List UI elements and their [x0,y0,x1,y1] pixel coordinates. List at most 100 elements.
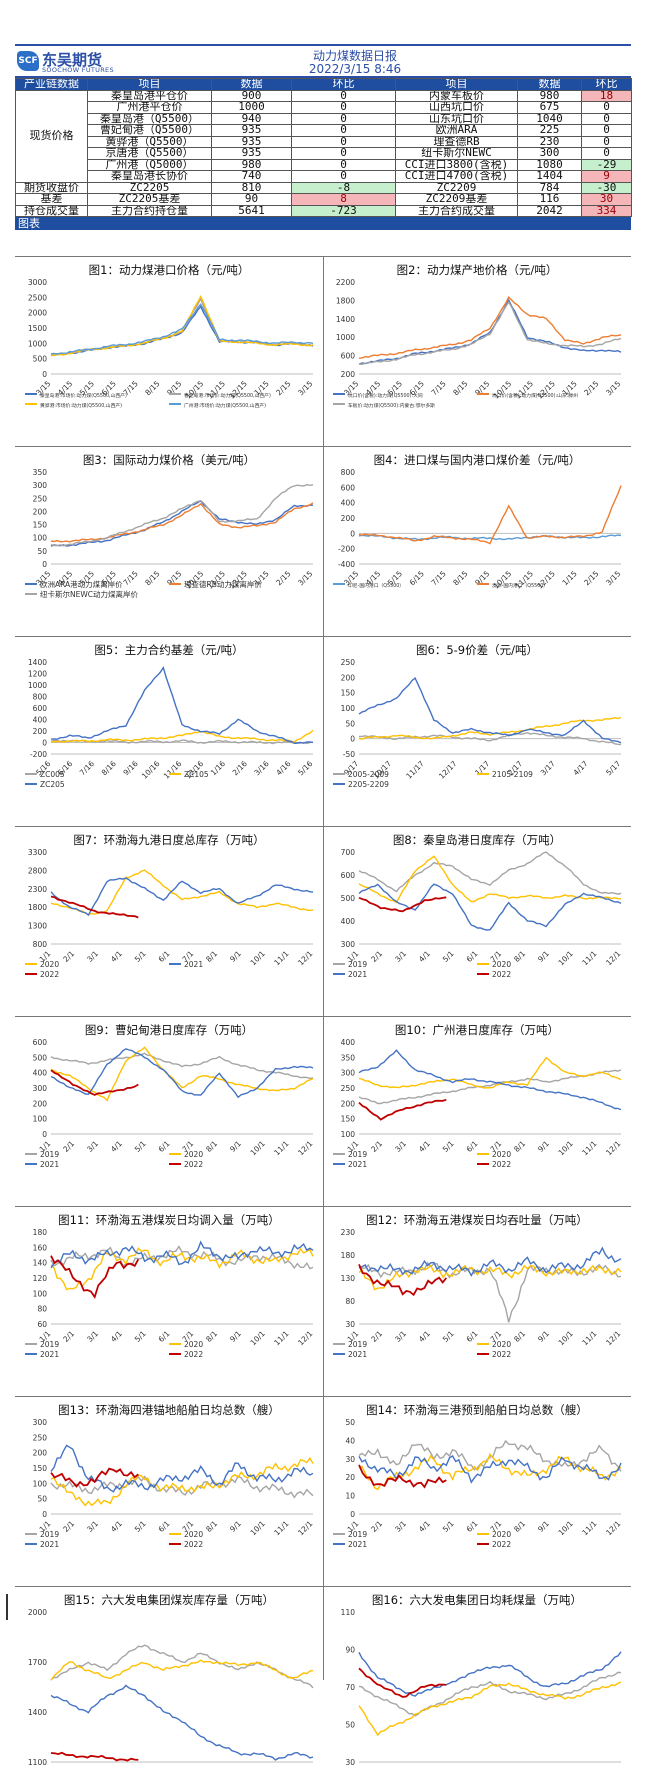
legend-label: 坑口价(含税):动力煤(Q5500):山东:滕州 [492,392,578,399]
x-tick-label: 3/1 [393,949,408,964]
x-tick-label: 11/1 [580,1139,598,1157]
y-tick-label: 30 [345,1455,355,1464]
x-tick-label: 10/1 [557,1519,575,1537]
charts-area: 图1：动力煤港口价格（元/吨） 0 500 1000 1500 2000 2500 3000 3… [15,256,631,1766]
x-tick-label: 10/1 [557,1139,575,1157]
x-tick-label: 11/16 [162,759,184,781]
y-tick-label: 1800 [336,296,355,305]
y-tick-label: 800 [33,940,48,949]
item-cell: ZC2205基差 [87,193,212,206]
y-tick-label: 110 [341,1608,356,1617]
chart-title: 图3：国际动力煤价格（美元/吨） [82,453,256,467]
x-tick-label: 3/1 [85,1519,100,1534]
series-line [50,1684,314,1761]
chart-c15: 图15：六大发电集团煤炭库存量（万吨） 1100 1400 1700 2000 [15,1590,323,1766]
change-cell: 0 [291,135,396,148]
y-tick-label: 80 [37,1305,47,1314]
x-tick-label: 9/1 [228,1329,243,1344]
y-tick-label: -200 [30,750,47,759]
y-tick-label: 1800 [28,903,47,912]
series-line [50,303,314,356]
series-line [50,1245,314,1270]
value-cell: 900 [211,89,292,102]
change-cell: -29 [581,158,632,171]
y-tick-label: 50 [345,1418,355,1427]
x-tick-label: 7/15 [429,569,447,587]
y-tick-label: 100 [33,1115,48,1124]
value-cell: 675 [517,101,582,114]
legend-label: 广州港:市场价:动力煤(Q5500,山西产) [184,402,266,409]
y-tick-label: 50 [37,547,47,556]
value-cell: 980 [211,158,292,171]
x-tick-label: 12/1 [604,1329,622,1347]
chart-c13: 图13：环渤海四港锚地船舶日均总数（艘） 0 50 100 150 200 250 300 1/… [15,1400,323,1576]
x-tick-label: 5/1 [133,1139,148,1154]
table-row: 广州港（Q5000） 980 0 CCI进口3800(含税) 1080 -29 [16,158,632,171]
value-cell: 1000 [211,101,292,114]
x-tick-label: 9/1 [536,949,551,964]
x-tick-label: 5/1 [441,1139,456,1154]
table-row: 持仓成交量 主力合约持仓量 5641 -723 主力合约成交量 2042 334 [15,204,632,217]
item-cell: 广州港（Q5000） [87,158,212,171]
y-tick-label: 50 [37,1495,47,1504]
chart-title: 图13：环渤海四港锚地船舶日均总数（艘） [58,1403,280,1417]
change-cell: 334 [581,204,632,217]
value-cell: 810 [211,181,292,194]
series-line [358,716,622,740]
series-line [358,1464,447,1489]
series-line [358,1098,447,1121]
y-tick-label: 300 [33,1418,48,1427]
table-row: 广州港平仓价 1000 0 山西坑口价 675 0 [16,101,632,114]
legend-label: 2021 [348,1540,367,1549]
x-tick-label: 3/1 [393,1139,408,1154]
legend-label: 2020 [492,1530,511,1539]
series-line [358,298,622,365]
legend-label: 坑口价(含税):动力煤(Q5500):大同 [348,392,423,399]
y-tick-label: 2500 [28,293,47,302]
legend-label: 2022 [492,1160,511,1169]
value-cell: 5641 [211,204,292,217]
x-tick-label: 8/1 [512,949,527,964]
x-tick-label: 12/1 [296,1139,314,1157]
x-tick-label: 3/1 [393,1329,408,1344]
x-tick-label: 8/16 [100,759,118,777]
legend-label: 2019 [348,1150,367,1159]
col-header-change-right: 环比 [581,78,632,91]
y-tick-label: 350 [341,1053,356,1062]
y-tick-label: 600 [33,704,48,713]
x-tick-label: 11/1 [272,1329,290,1347]
series-line [358,676,622,744]
y-tick-label: 700 [341,848,356,857]
x-tick-label: 2/1 [369,1329,384,1344]
x-tick-label: 4/1 [109,1329,124,1344]
y-tick-label: 500 [33,1053,48,1062]
chart-svg: 30 50 70 90 110 [341,1608,622,1766]
series-line [358,851,622,895]
change-cell: 0 [291,147,396,160]
chart-c5: 图5：主力合约基差（元/吨） -200 0 200 400 600 800 1000 1200 1… [15,640,323,816]
series-line [50,1467,139,1488]
x-tick-label: 4/17 [571,759,589,777]
chart-title: 图10：广州港日度库存（万吨） [394,1023,560,1037]
y-tick-label: -200 [338,545,355,554]
legend-label: 2205-2209 [348,780,389,789]
legend-label: 车板价:动力煤(Q5500):内蒙古:鄂尔多斯 [348,402,435,409]
value-cell: 935 [211,147,292,160]
x-tick-label: 8/1 [512,1519,527,1534]
x-tick-label: 8/1 [512,1329,527,1344]
x-tick-label: 10/16 [140,759,162,781]
x-tick-label: 6/1 [465,1519,480,1534]
y-tick-label: 30 [345,1320,355,1329]
x-tick-label: 10/1 [557,949,575,967]
series-line [50,483,314,547]
series-line [50,729,314,743]
x-tick-label: 4/1 [109,949,124,964]
legend-label: 2019 [40,1150,59,1159]
x-tick-label: 9/16 [121,759,139,777]
y-tick-label: 180 [33,1228,48,1237]
item-cell: 主力合约持仓量 [87,204,212,217]
chart-column-divider [323,256,324,1680]
